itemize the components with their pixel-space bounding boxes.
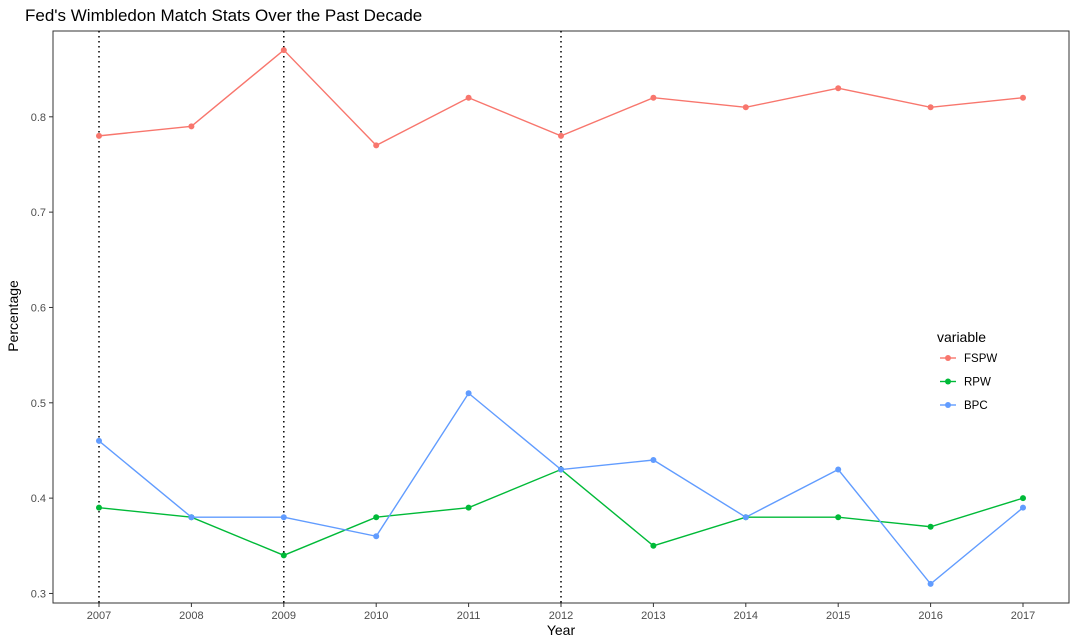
x-tick-label: 2016 <box>918 610 942 622</box>
point-bpc-2007 <box>96 437 102 444</box>
legend-label-fspw: FSPW <box>964 353 997 365</box>
x-tick-label: 2009 <box>272 610 296 622</box>
y-tick-label: 0.3 <box>31 588 46 600</box>
point-fspw-2007 <box>96 132 102 139</box>
point-bpc-2013 <box>650 457 657 463</box>
legend-label-rpw: RPW <box>964 377 991 389</box>
x-tick-label: 2013 <box>641 610 665 622</box>
point-fspw-2009 <box>280 47 287 54</box>
legend-title: variable <box>937 329 986 345</box>
y-axis: 0.3 0.4 0.5 0.6 0.7 0.8 <box>31 112 53 600</box>
point-fspw-2016 <box>927 104 934 111</box>
point-bpc-2009 <box>280 514 287 521</box>
point-rpw-2016 <box>927 523 934 530</box>
x-tick-label: 2015 <box>826 610 850 622</box>
x-tick-label: 2007 <box>87 610 111 622</box>
point-fspw-2015 <box>835 85 842 92</box>
point-fspw-2013 <box>650 94 657 101</box>
point-rpw-2015 <box>835 514 842 521</box>
point-rpw-2011 <box>465 504 472 511</box>
y-axis-title: Percentage <box>5 280 21 352</box>
x-tick-label: 2010 <box>364 610 388 622</box>
point-fspw-2012 <box>558 132 564 139</box>
point-rpw-2013 <box>650 542 657 549</box>
chart-title: Fed's Wimbledon Match Stats Over the Pas… <box>25 6 422 25</box>
legend-key-point-bpc <box>945 402 951 408</box>
legend-key-point-rpw <box>945 378 951 385</box>
legend-label-bpc: BPC <box>964 400 988 412</box>
x-tick-label: 2012 <box>549 610 573 622</box>
x-tick-label: 2008 <box>179 610 203 622</box>
point-rpw-2007 <box>96 504 102 511</box>
y-tick-label: 0.6 <box>31 302 46 314</box>
point-fspw-2011 <box>465 94 472 101</box>
x-tick-label: 2011 <box>457 610 481 622</box>
point-bpc-2017 <box>1020 504 1026 511</box>
y-tick-label: 0.4 <box>31 493 46 505</box>
point-fspw-2017 <box>1020 94 1026 101</box>
point-bpc-2010 <box>373 533 380 540</box>
point-bpc-2016 <box>927 580 934 587</box>
series-layer <box>96 47 1026 587</box>
point-bpc-2014 <box>742 514 749 521</box>
y-tick-label: 0.7 <box>31 207 46 219</box>
point-bpc-2012 <box>558 466 564 473</box>
point-bpc-2015 <box>835 466 842 473</box>
point-bpc-2008 <box>188 514 195 521</box>
x-axis: 2007 2008 2009 2010 2011 2012 2013 2014 2015 2016… <box>87 603 1035 622</box>
point-bpc-2011 <box>465 390 472 397</box>
x-axis-title: Year <box>547 622 576 638</box>
point-fspw-2008 <box>188 123 195 130</box>
point-fspw-2010 <box>373 142 380 149</box>
legend-key-point-fspw <box>945 355 951 361</box>
point-rpw-2010 <box>373 514 380 521</box>
point-fspw-2014 <box>742 104 749 111</box>
y-tick-label: 0.5 <box>31 398 46 410</box>
legend: variable FSPW RPW BPC <box>937 329 997 412</box>
y-tick-label: 0.8 <box>31 112 46 124</box>
x-tick-label: 2014 <box>734 610 758 622</box>
x-tick-label: 2017 <box>1011 610 1035 622</box>
point-rpw-2017 <box>1020 495 1026 502</box>
vertical-markers <box>98 31 562 603</box>
point-rpw-2009 <box>280 552 287 559</box>
